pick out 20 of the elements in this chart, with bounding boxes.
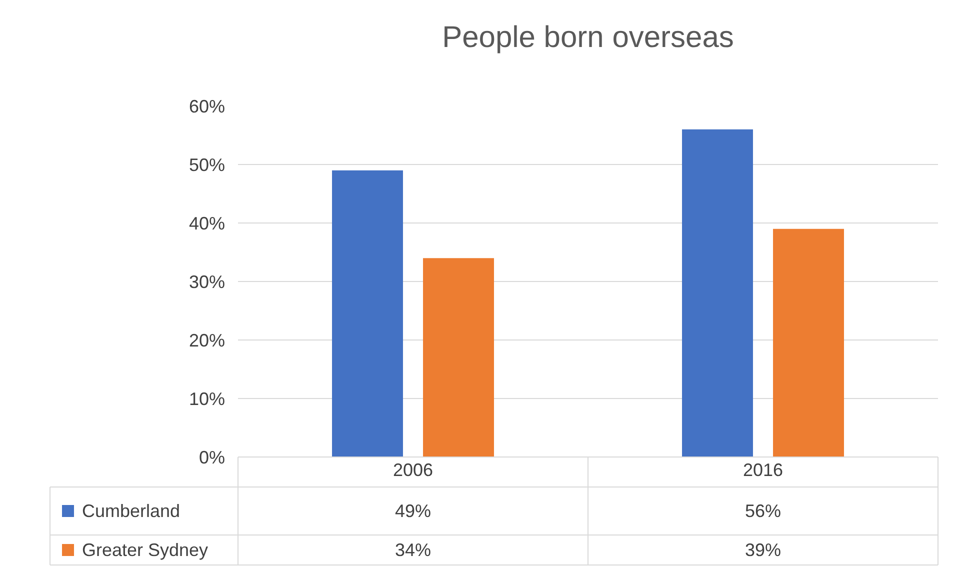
bar bbox=[773, 228, 844, 457]
y-tick-label: 50% bbox=[188, 154, 225, 175]
y-tick-label: 10% bbox=[188, 388, 225, 409]
x-tick-label: 2006 bbox=[392, 460, 434, 480]
y-tick-label: 40% bbox=[188, 213, 225, 234]
y-tick-label: 20% bbox=[188, 330, 225, 350]
chart-title: People born overseas bbox=[442, 21, 734, 54]
data-label: 34% bbox=[395, 540, 432, 560]
x-tick-label: 2016 bbox=[742, 460, 784, 480]
bar bbox=[332, 170, 403, 457]
bar bbox=[423, 258, 494, 457]
y-tick-label: 0% bbox=[198, 447, 225, 468]
data-label: 49% bbox=[395, 501, 432, 521]
legend-label: Cumberland bbox=[82, 501, 180, 521]
legend-label: Greater Sydney bbox=[82, 540, 208, 560]
data-label: 56% bbox=[745, 501, 782, 521]
y-tick-label: 60% bbox=[188, 96, 225, 116]
y-tick-label: 30% bbox=[188, 272, 225, 292]
data-label: 39% bbox=[745, 540, 782, 560]
bar bbox=[682, 129, 753, 457]
